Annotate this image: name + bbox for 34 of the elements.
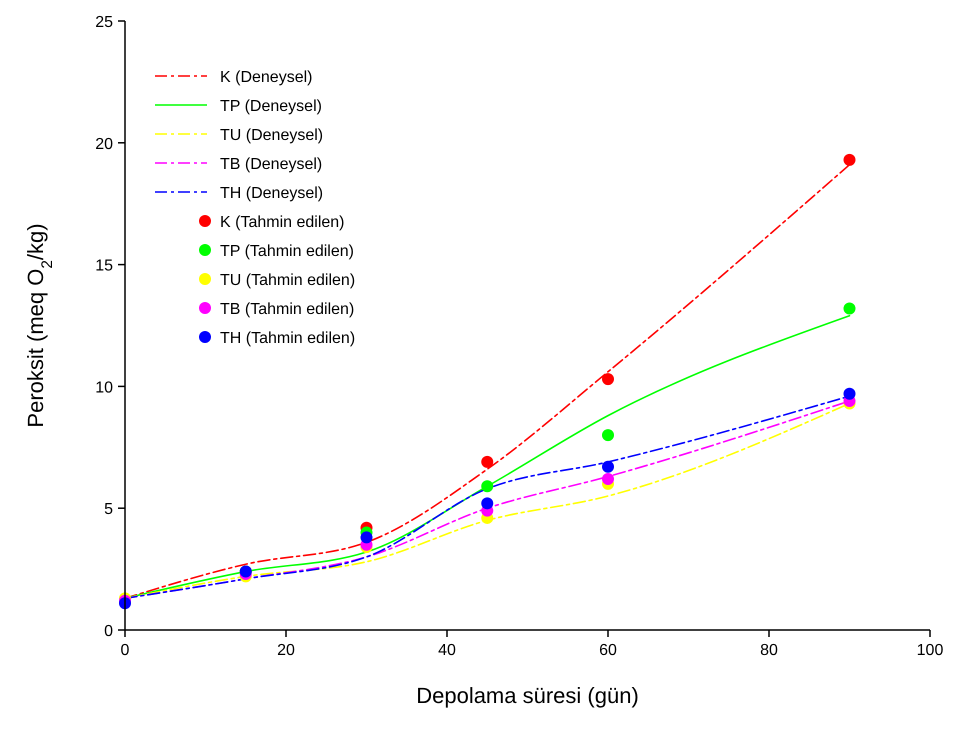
y-tick-label: 25: [95, 14, 114, 31]
point: [481, 497, 494, 510]
point: [844, 388, 856, 400]
legend-label: TB (Deneysel): [220, 156, 322, 173]
point: [602, 472, 614, 485]
y-tick-label: 0: [104, 623, 114, 640]
y-tick-label: 15: [95, 258, 114, 275]
legend-label: TP (Deneysel): [220, 98, 322, 115]
point: [844, 302, 856, 314]
point: [602, 460, 614, 473]
x-tick-label: 100: [916, 642, 944, 659]
point: [360, 531, 372, 544]
x-tick-label: 80: [760, 642, 778, 659]
point: [481, 480, 494, 492]
point: [844, 154, 856, 166]
x-tick-label: 20: [277, 642, 295, 659]
y-tick-label: 10: [95, 379, 114, 396]
x-tick-label: 0: [120, 642, 130, 659]
y-tick-label: 5: [104, 501, 114, 518]
x-axis-title: Depolama süresi (gün): [416, 683, 639, 708]
point: [602, 373, 614, 386]
legend-label: TH (Tahmin edilen): [220, 330, 356, 347]
legend-label: TH (Deneysel): [220, 185, 324, 202]
point: [481, 456, 494, 468]
y-tick-label: 20: [95, 136, 114, 153]
x-tick-label: 40: [438, 642, 456, 659]
point: [602, 429, 614, 442]
legend-label: TB (Tahmin edilen): [220, 301, 354, 318]
legend-label: TP (Tahmin edilen): [220, 243, 354, 260]
legend-label: TU (Tahmin edilen): [220, 272, 356, 289]
legend-label: K (Tahmin edilen): [220, 214, 344, 231]
legend-label: TU (Deneysel): [220, 127, 324, 144]
x-tick-label: 60: [599, 642, 617, 659]
legend-label: K (Deneysel): [220, 69, 312, 86]
